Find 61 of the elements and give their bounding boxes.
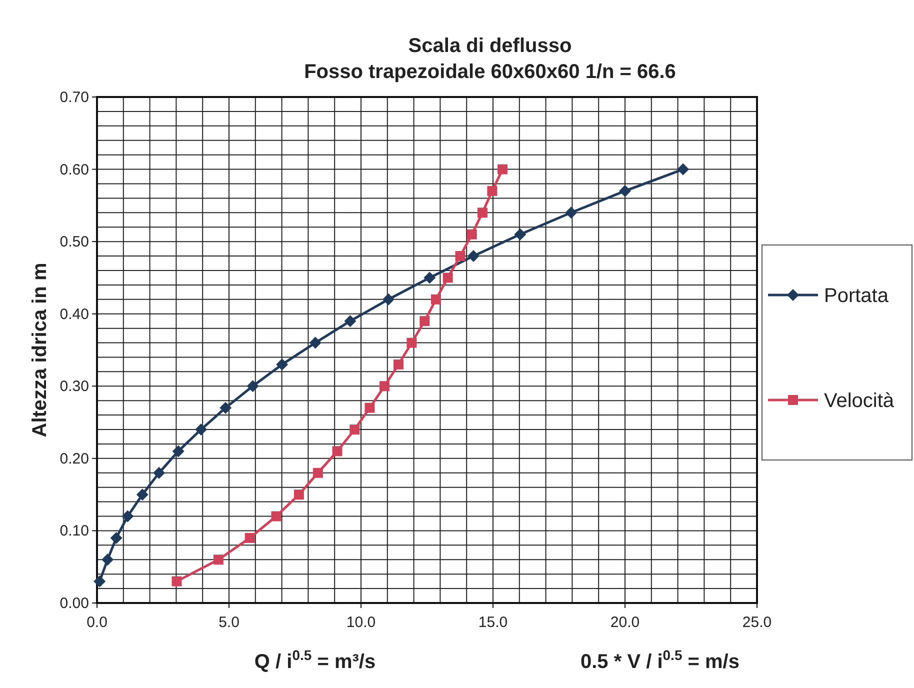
point: [382, 293, 394, 306]
point: [467, 250, 480, 262]
point: [220, 402, 232, 414]
point: [430, 294, 441, 304]
y-tick-label: 0.10: [60, 522, 89, 540]
text: 0.5 * V / i$^{0.5}$ = m/s: [580, 647, 740, 673]
y-tick-label: 0.40: [60, 306, 89, 323]
y-tick-label: 0.20: [60, 450, 89, 468]
legend-label: Velocità: [824, 390, 895, 412]
point: [294, 490, 304, 500]
chart-subtitle: Fosso trapezoidale 60x60x60 1/n = 66.6: [304, 61, 676, 83]
x-tick-label: 20.0: [610, 614, 640, 631]
x-tick-label: 5.0: [218, 614, 240, 631]
point: [246, 380, 259, 392]
point: [466, 229, 477, 240]
x-tick-label: 25.0: [742, 614, 772, 631]
point: [424, 272, 436, 284]
point: [244, 532, 255, 543]
point: [102, 554, 114, 566]
point: [455, 251, 466, 262]
x-tick-label: 10.0: [346, 614, 376, 631]
point: [420, 316, 430, 326]
point: [122, 510, 134, 522]
y-tick-label: 0.60: [60, 161, 89, 178]
point: [477, 208, 488, 218]
point: [487, 186, 498, 196]
point: [677, 163, 690, 176]
point: [312, 468, 323, 478]
point: [344, 315, 356, 328]
point: [565, 206, 578, 219]
point: [442, 272, 453, 283]
point: [172, 445, 184, 458]
point: [213, 554, 224, 565]
point: [619, 184, 631, 197]
point: [514, 228, 526, 240]
point: [276, 358, 288, 370]
chart-title: Scala di deflusso: [408, 35, 572, 57]
point: [364, 402, 375, 413]
point: [309, 336, 322, 349]
point: [498, 164, 508, 174]
x-tick-label: 15.0: [478, 614, 508, 631]
point: [195, 424, 208, 436]
point: [332, 446, 342, 456]
point: [379, 381, 390, 392]
y-tick-label: 0.00: [60, 595, 89, 612]
point: [110, 532, 122, 544]
legend-label: Portata: [824, 285, 890, 307]
point: [136, 488, 148, 501]
x-tick-label: 0.0: [86, 614, 108, 631]
y-axis-title: Altezza idrica in m: [29, 262, 51, 438]
point: [271, 511, 282, 522]
x-axis-title: Q / i$^{0.5}$ = m³/s: [254, 647, 376, 673]
point: [172, 576, 182, 586]
y-tick-label: 0.30: [60, 378, 89, 396]
point: [350, 424, 360, 435]
point: [393, 359, 404, 370]
y-tick-label: 0.50: [60, 234, 89, 251]
y-tick-label: 0.70: [60, 89, 89, 106]
point: [153, 466, 166, 479]
point: [94, 575, 106, 588]
point: [406, 338, 417, 348]
